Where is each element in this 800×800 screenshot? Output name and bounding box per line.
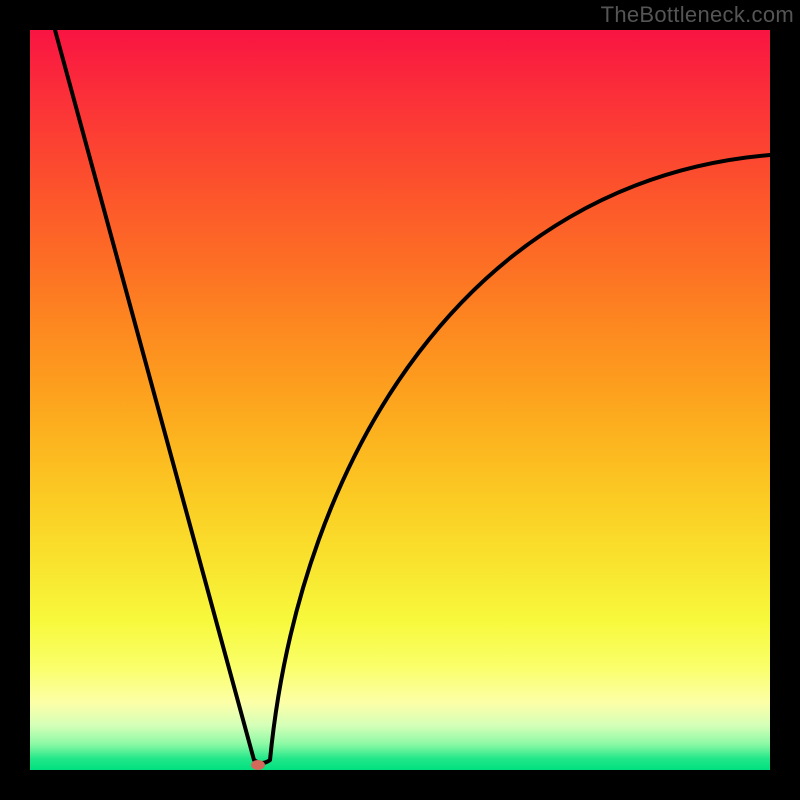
chart-svg xyxy=(0,0,800,800)
watermark-label: TheBottleneck.com xyxy=(601,2,794,28)
chart-container: TheBottleneck.com xyxy=(0,0,800,800)
optimum-marker xyxy=(251,760,265,770)
plot-background xyxy=(30,30,770,770)
